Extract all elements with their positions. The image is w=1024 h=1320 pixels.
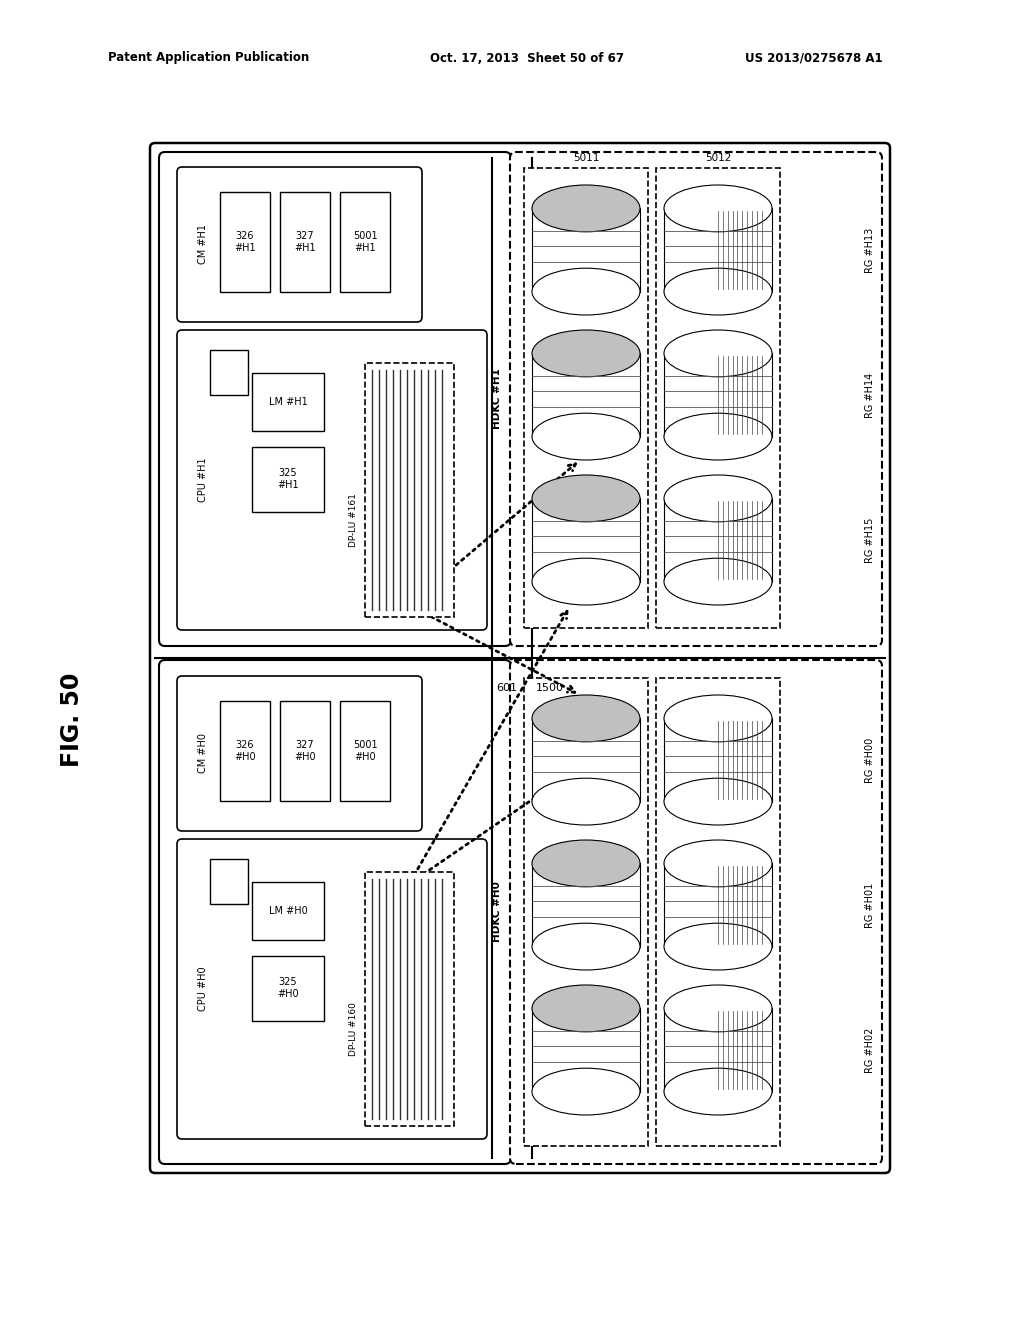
Ellipse shape: [664, 779, 772, 825]
Ellipse shape: [664, 475, 772, 521]
Text: RG #H01: RG #H01: [865, 882, 874, 928]
Bar: [252, 882, 324, 940]
Text: RG #H00: RG #H00: [865, 738, 874, 783]
Bar: [532, 209, 640, 292]
FancyBboxPatch shape: [159, 152, 511, 645]
Bar: [664, 499, 772, 582]
Ellipse shape: [664, 185, 772, 232]
Ellipse shape: [664, 923, 772, 970]
Bar: [532, 499, 640, 582]
Ellipse shape: [532, 696, 640, 742]
FancyBboxPatch shape: [365, 363, 454, 616]
Ellipse shape: [664, 558, 772, 605]
Text: CPU #H0: CPU #H0: [198, 966, 208, 1011]
Bar: [664, 1008, 772, 1092]
FancyBboxPatch shape: [656, 168, 780, 628]
Text: Oct. 17, 2013  Sheet 50 of 67: Oct. 17, 2013 Sheet 50 of 67: [430, 51, 624, 65]
Ellipse shape: [532, 558, 640, 605]
Bar: [280, 191, 330, 292]
Text: 327
#H1: 327 #H1: [294, 231, 315, 253]
Ellipse shape: [532, 985, 640, 1032]
FancyBboxPatch shape: [177, 168, 422, 322]
Text: 5012: 5012: [705, 153, 731, 162]
Ellipse shape: [532, 1068, 640, 1115]
Bar: [210, 350, 248, 395]
Ellipse shape: [532, 413, 640, 459]
Text: 5011: 5011: [572, 153, 599, 162]
Bar: [532, 1008, 640, 1092]
Text: 1500: 1500: [536, 682, 564, 693]
Ellipse shape: [664, 1068, 772, 1115]
Ellipse shape: [664, 985, 772, 1032]
FancyBboxPatch shape: [524, 168, 648, 628]
FancyBboxPatch shape: [524, 678, 648, 1146]
Bar: [340, 701, 390, 801]
Text: 325
#H0: 325 #H0: [278, 977, 299, 999]
Bar: [252, 447, 324, 512]
FancyBboxPatch shape: [365, 873, 454, 1126]
Text: Patent Application Publication: Patent Application Publication: [108, 51, 309, 65]
FancyBboxPatch shape: [150, 143, 890, 1173]
Bar: [664, 863, 772, 946]
Bar: [252, 374, 324, 432]
FancyBboxPatch shape: [656, 678, 780, 1146]
Bar: [664, 354, 772, 437]
Text: 5001
#H1: 5001 #H1: [352, 231, 377, 253]
Text: 325
#H1: 325 #H1: [278, 469, 299, 490]
Bar: [532, 718, 640, 801]
FancyBboxPatch shape: [159, 660, 511, 1164]
Ellipse shape: [532, 475, 640, 521]
Ellipse shape: [664, 268, 772, 315]
Text: 326
#H1: 326 #H1: [234, 231, 256, 253]
Text: LM #H1: LM #H1: [268, 397, 307, 407]
Bar: [664, 718, 772, 801]
Text: DP-LU #160: DP-LU #160: [349, 1002, 358, 1056]
Text: CM #H1: CM #H1: [198, 224, 208, 264]
FancyBboxPatch shape: [177, 330, 487, 630]
Text: 326
#H0: 326 #H0: [234, 741, 256, 762]
Text: HDKC #H0: HDKC #H0: [492, 882, 502, 942]
Bar: [532, 354, 640, 437]
Text: RG #H02: RG #H02: [865, 1027, 874, 1073]
Bar: [340, 191, 390, 292]
Ellipse shape: [532, 840, 640, 887]
Ellipse shape: [664, 840, 772, 887]
Text: CPU #H1: CPU #H1: [198, 458, 208, 503]
FancyBboxPatch shape: [510, 152, 882, 645]
Text: HDKC #H1: HDKC #H1: [492, 368, 502, 429]
Text: 5001
#H0: 5001 #H0: [352, 741, 377, 762]
Text: RG #H13: RG #H13: [865, 227, 874, 273]
Ellipse shape: [532, 185, 640, 232]
Bar: [532, 863, 640, 946]
Ellipse shape: [532, 330, 640, 376]
Bar: [220, 701, 270, 801]
Text: US 2013/0275678 A1: US 2013/0275678 A1: [745, 51, 883, 65]
Text: 601: 601: [496, 682, 517, 693]
FancyBboxPatch shape: [177, 840, 487, 1139]
Bar: [220, 191, 270, 292]
Text: RG #H15: RG #H15: [865, 517, 874, 562]
Text: FIG. 50: FIG. 50: [60, 673, 84, 767]
FancyBboxPatch shape: [510, 660, 882, 1164]
Ellipse shape: [664, 696, 772, 742]
Bar: [210, 859, 248, 904]
Text: CM #H0: CM #H0: [198, 733, 208, 774]
Ellipse shape: [664, 413, 772, 459]
Text: 327
#H0: 327 #H0: [294, 741, 315, 762]
Bar: [664, 209, 772, 292]
Text: RG #H14: RG #H14: [865, 372, 874, 417]
Bar: [280, 701, 330, 801]
Text: DP-LU #161: DP-LU #161: [349, 494, 358, 546]
Ellipse shape: [532, 779, 640, 825]
Text: LM #H0: LM #H0: [268, 906, 307, 916]
Ellipse shape: [664, 330, 772, 376]
Ellipse shape: [532, 923, 640, 970]
Bar: [252, 956, 324, 1020]
Ellipse shape: [532, 268, 640, 315]
FancyBboxPatch shape: [177, 676, 422, 832]
